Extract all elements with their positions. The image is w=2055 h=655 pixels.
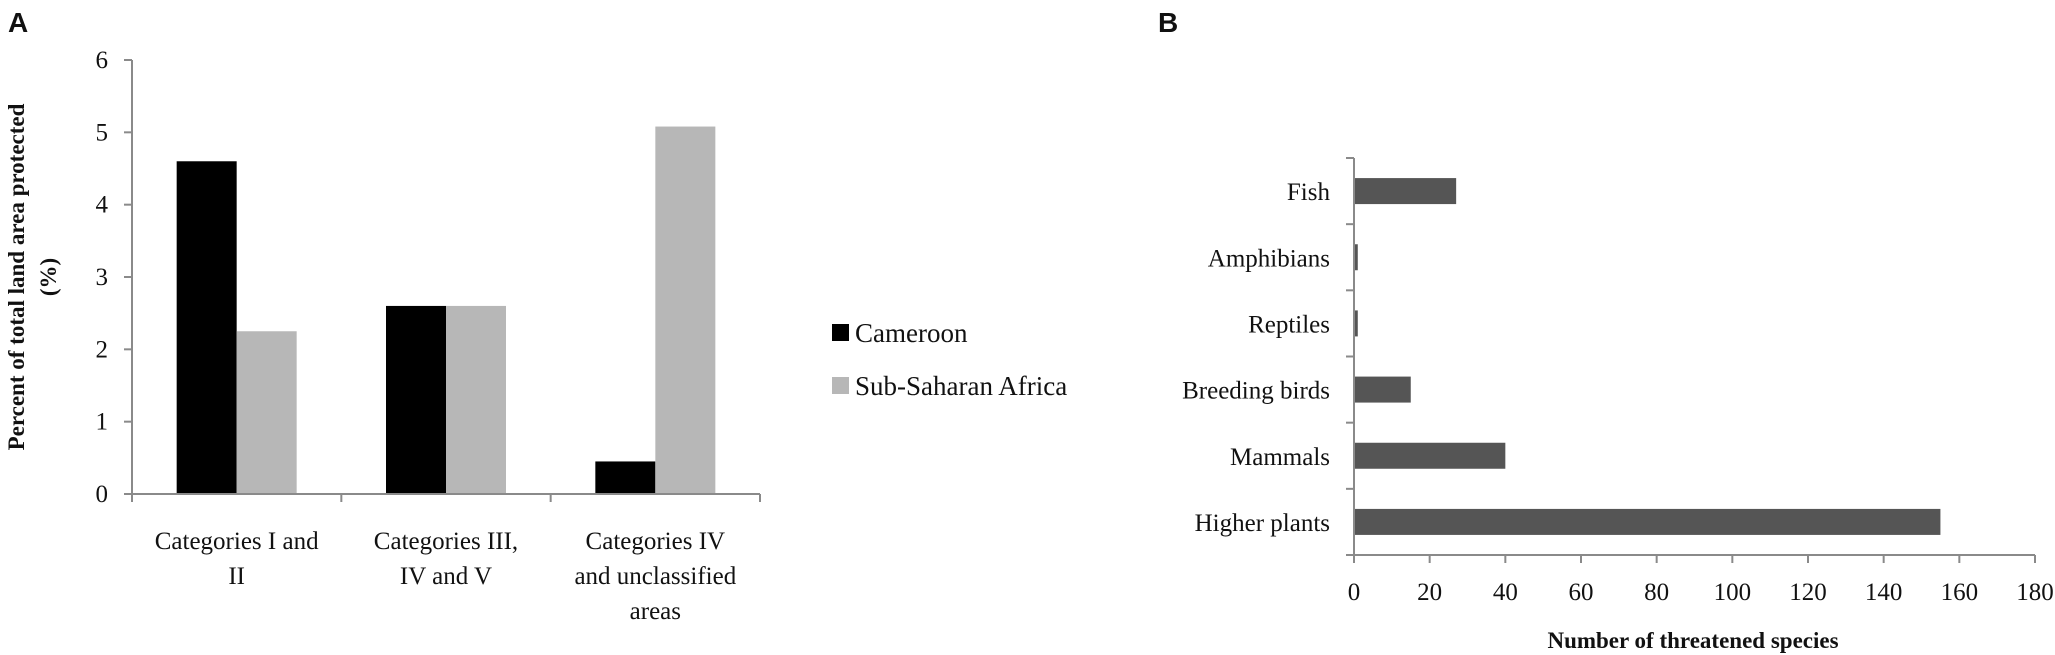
y-tick-label-a: 2 [96,336,109,363]
bars-a [176,126,716,495]
bar-cameroon [386,305,446,494]
y-tick-label-a: 3 [96,264,109,291]
y-ticks-a: 0 1 2 3 4 5 6 [96,47,132,508]
y-axis-title-line-a: Percent of total land area protected [4,103,29,450]
category-label-a: Categories I and [155,528,319,555]
bar-sub-saharan-africa [446,305,506,494]
legend-label: Sub-Saharan Africa [855,371,1067,401]
bar-higher-plants [1354,508,1941,535]
category-label-a: Categories III, [374,528,518,555]
bar-sub-saharan-africa [236,331,297,494]
y-axis-title-a: Percent of total land area protected (%) [4,103,61,450]
x-tick-label-b: 0 [1348,579,1361,606]
category-label-a: areas [630,598,681,625]
bar-amphibians [1354,244,1358,271]
panel-b: B Higher plants Mammals Breeding birds Rept… [1158,7,2054,653]
bar-reptiles [1354,310,1358,337]
category-label-a: II [228,563,245,590]
x-tick-label-b: 20 [1417,579,1442,606]
category-label-a: and unclassified [574,563,736,590]
bar-sub-saharan-africa [655,126,716,495]
category-label-b: Amphibians [1208,245,1330,272]
x-tick-label-b: 180 [2016,579,2054,606]
legend-swatch-sub-saharan-africa [832,377,849,394]
category-label-b: Mammals [1230,444,1330,471]
panel-label-a: A [8,7,28,38]
bar-mammals [1354,442,1506,469]
panel-a: A Percent of total land area protected (%… [4,7,1067,625]
x-tick-label-b: 60 [1569,579,1594,606]
y-tick-label-a: 5 [96,119,109,146]
axes-b [1346,157,2035,556]
y-tick-label-a: 4 [96,192,109,219]
bar-breeding-birds [1354,376,1411,403]
x-tick-label-b: 120 [1789,579,1827,606]
category-label-b: Reptiles [1248,311,1330,338]
x-axis-title-b: Number of threatened species [1547,628,1838,653]
category-label-b: Breeding birds [1182,378,1330,405]
legend-swatch-cameroon [832,324,849,341]
axes-a [131,60,761,502]
x-tick-label-b: 160 [1941,579,1979,606]
category-label-a: Categories IV [586,528,726,555]
category-labels-a: Categories I and II Categories III, IV and … [155,528,737,625]
x-ticks-b: 0 20 40 60 80 100 120 140 160 180 [1348,555,2054,606]
bars-b [1354,178,1941,535]
category-labels-b: Higher plants Mammals Breeding birds Reptil… [1182,179,1330,537]
category-label-b: Higher plants [1195,510,1330,537]
category-label-a: IV and V [400,563,492,590]
y-tick-label-a: 6 [96,47,109,74]
x-tick-label-b: 80 [1644,579,1669,606]
y-tick-label-a: 1 [96,409,109,436]
bar-cameroon [595,461,656,494]
legend-a: Cameroon Sub-Saharan Africa [832,318,1067,401]
x-tick-label-b: 40 [1493,579,1518,606]
panel-label-b: B [1158,7,1178,38]
category-label-b: Fish [1287,179,1331,206]
y-axis-title-line-a: (%) [36,258,61,296]
x-tick-label-b: 140 [1865,579,1903,606]
bar-fish [1354,178,1457,205]
x-tick-label-b: 100 [1714,579,1752,606]
bar-cameroon [176,161,237,494]
y-tick-label-a: 0 [96,481,109,508]
legend-label: Cameroon [855,318,968,348]
